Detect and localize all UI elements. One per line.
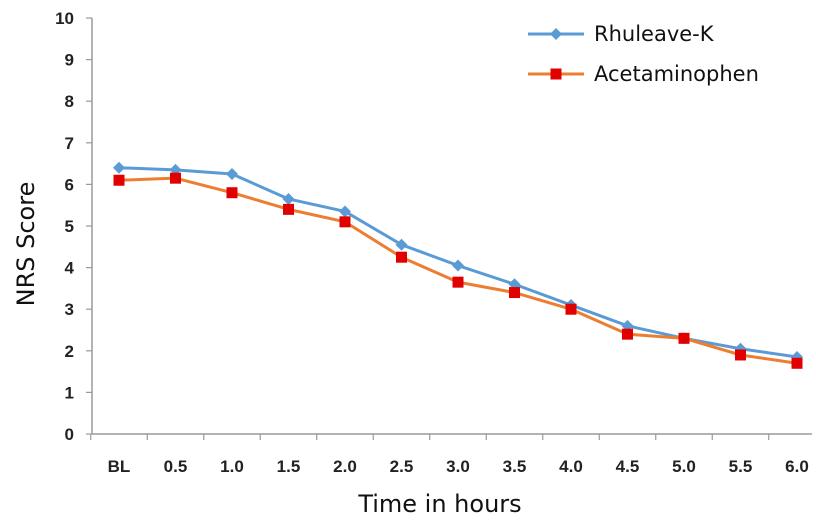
data-point-square <box>170 172 181 184</box>
legend-marker-diamond <box>550 28 562 40</box>
data-point-square <box>622 328 633 340</box>
legend-label: Acetaminophen <box>594 62 759 86</box>
data-point-square <box>396 251 407 263</box>
x-tick-label: 3.0 <box>446 457 470 476</box>
y-tick-label: 6 <box>65 175 74 194</box>
data-point-square <box>791 357 803 369</box>
x-tick-label: 0.5 <box>164 457 188 476</box>
data-point-diamond <box>282 192 295 205</box>
y-tick-label: 3 <box>65 300 74 319</box>
series-acetaminophen <box>113 172 803 369</box>
data-point-diamond <box>113 161 125 174</box>
x-axis-ticks: BL 0.5 1.0 1.5 2.0 2.5 3.0 3.5 4.0 4.5 5.0 5.5 6.0 <box>90 434 809 476</box>
data-point-square <box>678 332 690 344</box>
y-tick-label: 7 <box>65 134 74 153</box>
data-point-square <box>452 276 464 288</box>
data-point-square <box>735 349 746 361</box>
y-axis-ticks: 0 1 2 3 4 5 6 7 8 9 10 <box>55 9 92 444</box>
y-tick-label: 10 <box>55 9 74 28</box>
x-axis-title: Time in hours <box>357 490 521 518</box>
data-point-square <box>565 303 577 315</box>
data-point-square <box>283 203 294 215</box>
y-tick-label: 9 <box>65 51 74 70</box>
x-tick-label: 5.5 <box>729 457 753 476</box>
y-tick-label: 4 <box>65 259 75 278</box>
y-tick-label: 1 <box>65 383 74 402</box>
data-point-square <box>509 287 520 299</box>
x-tick-label: 4.0 <box>559 457 583 476</box>
series-rhuleave-k <box>113 161 803 364</box>
x-tick-label: 6.0 <box>785 457 809 476</box>
data-point-square <box>113 174 125 186</box>
y-axis-title: NRS Score <box>12 182 40 307</box>
x-tick-label: 4.5 <box>616 457 640 476</box>
x-tick-label: 2.0 <box>333 457 357 476</box>
data-point-diamond <box>226 168 238 180</box>
x-tick-label: 3.5 <box>503 457 527 476</box>
x-tick-label: 5.0 <box>672 457 696 476</box>
y-tick-label: 5 <box>65 217 74 236</box>
x-tick-label: BL <box>108 457 131 476</box>
y-tick-label: 0 <box>65 425 74 444</box>
x-tick-label: 2.5 <box>390 457 414 476</box>
series-group <box>113 161 803 369</box>
data-point-square <box>226 187 238 199</box>
y-tick-label: 8 <box>65 92 74 111</box>
data-point-square <box>339 216 351 228</box>
legend-marker-square <box>550 68 562 80</box>
legend: Rhuleave-K Acetaminophen <box>528 22 759 86</box>
data-point-diamond <box>339 205 351 218</box>
x-tick-label: 1.5 <box>277 457 301 476</box>
data-point-diamond <box>452 259 464 272</box>
x-tick-label: 1.0 <box>220 457 244 476</box>
y-tick-label: 2 <box>65 342 74 361</box>
legend-label: Rhuleave-K <box>594 22 715 46</box>
data-point-diamond <box>395 238 408 251</box>
